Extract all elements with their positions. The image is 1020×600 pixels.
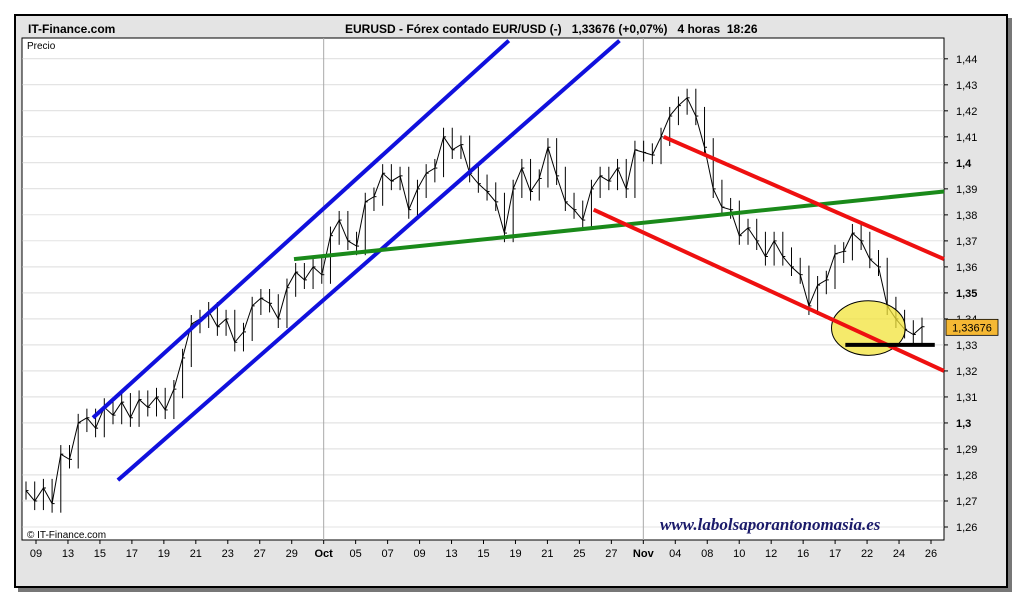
trendline — [662, 135, 945, 261]
y-tick-label: 1,44 — [956, 54, 977, 66]
x-tick-label: 07 — [381, 548, 393, 560]
last-price-box — [945, 318, 999, 336]
y-tick-label: 1,4 — [956, 158, 972, 170]
y-tick-label: 1,42 — [956, 106, 977, 118]
trendline — [91, 39, 511, 420]
x-tick-label: 22 — [861, 548, 873, 560]
clock-time: 18:26 — [726, 22, 758, 36]
y-tick-label: 1,41 — [956, 132, 977, 144]
x-tick-label: 05 — [350, 548, 362, 560]
x-tick-label: 27 — [605, 548, 617, 560]
trendlines — [91, 39, 945, 482]
x-tick-label: Oct — [315, 548, 334, 560]
site-url: www.labolsaporantonomasia.es — [660, 515, 881, 534]
x-tick-label: 04 — [669, 548, 681, 560]
x-tick-label: 15 — [94, 548, 106, 560]
y-tick-label: 1,29 — [956, 444, 977, 456]
x-tick-label: 12 — [765, 548, 777, 560]
y-tick-label: 1,36 — [956, 262, 977, 274]
y-tick-label: 1,27 — [956, 496, 977, 508]
x-tick-label: 29 — [286, 548, 298, 560]
x-tick-label: 25 — [573, 548, 585, 560]
y-tick-label: 1,35 — [956, 288, 977, 300]
y-tick-label: 1,31 — [956, 392, 977, 404]
x-tick-label: 23 — [222, 548, 234, 560]
x-tick-label: 19 — [509, 548, 521, 560]
y-tick-label: 1,26 — [956, 522, 977, 534]
y-axis: 1,44 1,43 1,42 1,41 1,4 1,39 1,38 1,37 1,36 1,35 1… — [944, 54, 999, 534]
x-tick-label: 09 — [30, 548, 42, 560]
x-tick-label: 08 — [701, 548, 713, 560]
price-line — [25, 96, 923, 506]
y-tick-label: 1,37 — [956, 236, 977, 248]
x-tick-label: 21 — [541, 548, 553, 560]
y-tick-label: 1,33 — [956, 340, 977, 352]
y-tick-label: 1,39 — [956, 184, 977, 196]
x-tick-label: 13 — [62, 548, 74, 560]
x-tick-label: 24 — [893, 548, 905, 560]
y-tick-label: 1,32 — [956, 366, 977, 378]
trendline — [293, 189, 945, 262]
x-tick-label: 26 — [925, 548, 937, 560]
x-tick-label: 19 — [158, 548, 170, 560]
highlight-ellipse — [831, 300, 906, 356]
y-tick-label: 1,43 — [956, 80, 977, 92]
grid — [22, 38, 944, 540]
y-tick-label: 1,38 — [956, 210, 977, 222]
x-tick-label: 17 — [829, 548, 841, 560]
x-tick-label: 10 — [733, 548, 745, 560]
x-tick-label: 09 — [413, 548, 425, 560]
instrument-name: EURUSD - Fórex contado EUR/USD (-) — [345, 22, 562, 36]
y-axis-label: Precio — [27, 41, 56, 52]
plot-area — [21, 37, 945, 541]
x-tick-label: Nov — [633, 548, 655, 560]
brand-label: IT-Finance.com — [28, 22, 116, 36]
chart-title: EURUSD - Fórex contado EUR/USD (-) 1,336… — [345, 22, 758, 36]
x-tick-label: 17 — [126, 548, 138, 560]
y-tick-label: 1,28 — [956, 470, 977, 482]
x-tick-label: 27 — [254, 548, 266, 560]
x-axis: 09 13 15 17 19 21 23 27 29 Oct 05 07 09 13 15 19 21 25 27 N… — [30, 540, 937, 560]
y-tick-label: 1,3 — [956, 418, 971, 430]
trendline — [116, 39, 621, 482]
x-tick-label: 13 — [445, 548, 457, 560]
x-tick-label: 21 — [190, 548, 202, 560]
last-price-label: 1,33676 — [952, 322, 992, 334]
timeframe: 4 horas — [677, 22, 721, 36]
watermark: © IT-Finance.com — [27, 530, 106, 541]
x-tick-label: 15 — [477, 548, 489, 560]
x-tick-label: 16 — [797, 548, 809, 560]
price-change: 1,33676 (+0,07%) — [571, 22, 668, 36]
